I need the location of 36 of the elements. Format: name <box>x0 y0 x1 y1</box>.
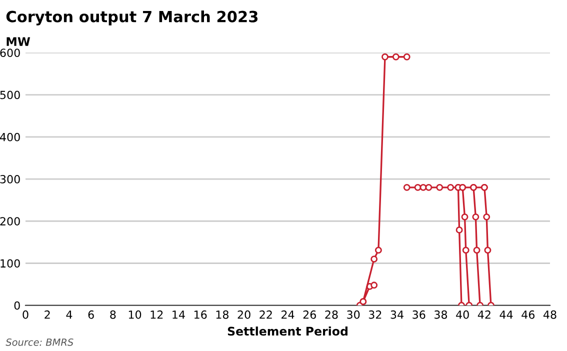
x-tick-label: 44 <box>500 310 513 319</box>
y-tick-label: 300 <box>0 174 20 184</box>
x-tick-label: 10 <box>128 310 142 319</box>
chart-title: Coryton output 7 March 2023 <box>6 10 258 26</box>
y-axis-title: MW <box>6 37 30 46</box>
x-tick-label: 14 <box>172 310 185 319</box>
x-tick-label: 12 <box>150 310 163 319</box>
x-tick-label: 22 <box>260 310 272 319</box>
x-tick-label: 36 <box>412 310 426 319</box>
y-tick-label: 600 <box>0 48 20 58</box>
x-tick-label: 46 <box>522 310 535 319</box>
x-tick-label: 32 <box>368 310 382 319</box>
x-axis-title: Settlement Period <box>228 326 348 336</box>
x-tick-label: 28 <box>325 310 338 319</box>
x-tick-label: 30 <box>347 310 360 319</box>
y-tick-label: 500 <box>0 90 20 100</box>
y-tick-label: 100 <box>0 259 20 268</box>
x-tick-label: 34 <box>390 310 404 319</box>
x-tick-label: 48 <box>543 310 556 319</box>
x-tick-label: 4 <box>66 310 72 319</box>
x-tick-label: 38 <box>434 310 448 319</box>
y-tick-label: 400 <box>0 132 20 142</box>
source-note: Source: BMRS <box>6 338 74 346</box>
x-tick-label: 24 <box>281 310 294 319</box>
x-tick-label: 26 <box>303 310 316 319</box>
x-tick-label: 2 <box>44 310 50 319</box>
x-tick-label: 40 <box>456 310 469 319</box>
x-tick-label: 18 <box>216 310 228 319</box>
y-tick-label: 200 <box>0 217 20 226</box>
x-tick-label: 0 <box>22 310 28 319</box>
x-tick-label: 16 <box>194 310 207 319</box>
x-tick-label: 8 <box>110 310 116 319</box>
x-tick-label: 6 <box>88 310 94 319</box>
x-tick-label: 42 <box>478 310 490 319</box>
x-tick-label: 20 <box>238 310 250 319</box>
y-tick-label: 0 <box>14 301 20 310</box>
